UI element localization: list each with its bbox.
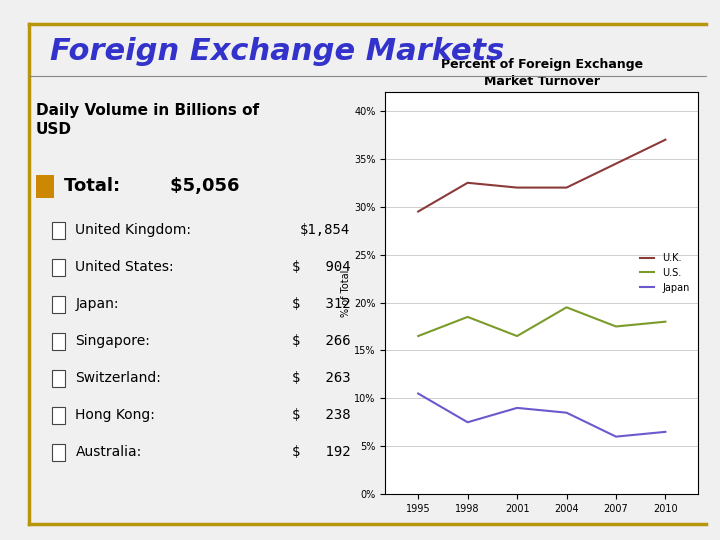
Text: $   238: $ 238 [292,408,350,422]
Bar [53,259,66,276]
Y-axis label: % of Total: % of Total [341,269,351,316]
Bar [53,444,66,461]
Text: Japan:: Japan: [76,297,119,310]
Text: Total:        $5,056: Total: $5,056 [64,178,240,195]
Text: $   266: $ 266 [292,334,350,348]
Bar [53,333,66,350]
Legend: U.K., U.S., Japan: U.K., U.S., Japan [636,249,693,296]
Text: United Kingdom:: United Kingdom: [76,222,192,237]
Text: $1,854: $1,854 [300,222,350,237]
Bar [53,222,66,239]
Bar [53,296,66,313]
Bar [53,370,66,387]
Bar [35,175,54,198]
Text: $   263: $ 263 [292,371,350,385]
Title: Percent of Foreign Exchange
Market Turnover: Percent of Foreign Exchange Market Turno… [441,58,643,88]
Bar [53,407,66,424]
Text: Daily Volume in Billions of
USD: Daily Volume in Billions of USD [35,103,258,137]
Text: $   192: $ 192 [292,445,350,459]
Text: $   904: $ 904 [292,260,350,274]
Text: Switzerland:: Switzerland: [76,371,161,385]
Text: United States:: United States: [76,260,174,274]
Text: Australia:: Australia: [76,445,142,459]
Text: Foreign Exchange Markets: Foreign Exchange Markets [50,37,505,66]
Text: Hong Kong:: Hong Kong: [76,408,156,422]
Text: $   312: $ 312 [292,297,350,310]
Text: Singapore:: Singapore: [76,334,150,348]
